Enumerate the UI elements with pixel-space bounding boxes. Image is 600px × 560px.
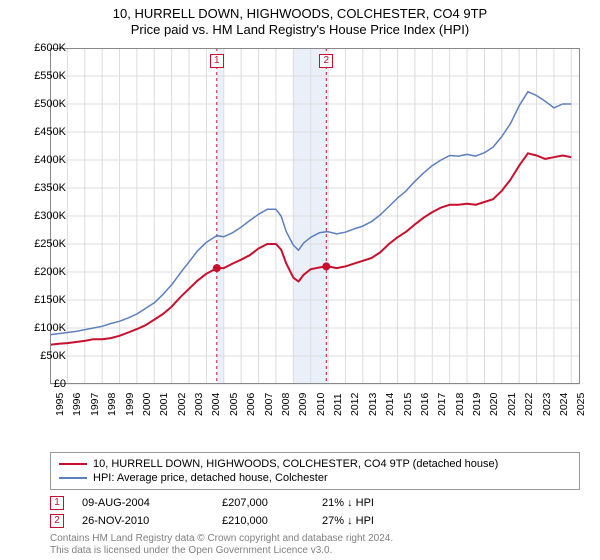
- x-tick-label: 2003: [193, 393, 205, 416]
- copyright-line2: This data is licensed under the Open Gov…: [50, 545, 580, 557]
- x-tick-label: 2004: [210, 393, 222, 416]
- y-tick-label: £400K: [34, 154, 66, 166]
- legend-swatch: [59, 477, 87, 479]
- x-tick-label: 2024: [558, 393, 570, 416]
- transaction-list: 1 09-AUG-2004£207,00021% ↓ HPI 2 26-NOV-201…: [50, 494, 580, 530]
- x-tick-label: 1995: [54, 393, 66, 416]
- transaction-hpi-delta: 21% ↓ HPI: [322, 497, 374, 509]
- x-tick-label: 2014: [384, 393, 396, 416]
- transaction-price: £210,000: [222, 515, 322, 527]
- x-tick-label: 2017: [436, 393, 448, 416]
- x-tick-label: 2012: [349, 393, 361, 416]
- y-tick-label: £0: [54, 378, 66, 390]
- title-block: 10, HURRELL DOWN, HIGHWOODS, COLCHESTER,…: [0, 0, 600, 39]
- x-tick-label: 2025: [575, 393, 587, 416]
- legend: 10, HURRELL DOWN, HIGHWOODS, COLCHESTER,…: [50, 452, 580, 490]
- line-chart: [50, 48, 580, 418]
- x-tick-label: 2007: [263, 393, 275, 416]
- y-tick-label: £250K: [34, 238, 66, 250]
- x-tick-label: 2016: [419, 393, 431, 416]
- legend-item: HPI: Average price, detached house, Colc…: [59, 471, 571, 485]
- x-tick-label: 2015: [402, 393, 414, 416]
- y-tick-label: £150K: [34, 294, 66, 306]
- x-tick-label: 2021: [506, 393, 518, 416]
- y-tick-label: £500K: [34, 98, 66, 110]
- transaction-hpi-delta: 27% ↓ HPI: [322, 515, 374, 527]
- event-marker: 1: [210, 54, 224, 68]
- title-address: 10, HURRELL DOWN, HIGHWOODS, COLCHESTER,…: [0, 6, 600, 22]
- x-tick-label: 2023: [541, 393, 553, 416]
- x-tick-label: 1999: [124, 393, 136, 416]
- transaction-marker: 2: [50, 514, 64, 528]
- y-tick-label: £50K: [40, 350, 66, 362]
- x-tick-label: 2005: [228, 393, 240, 416]
- transaction-row: 2 26-NOV-2010£210,00027% ↓ HPI: [50, 512, 580, 530]
- x-tick-label: 1998: [106, 393, 118, 416]
- copyright-line1: Contains HM Land Registry data © Crown c…: [50, 533, 580, 545]
- y-tick-label: £200K: [34, 266, 66, 278]
- x-tick-label: 2011: [332, 393, 344, 416]
- x-tick-label: 2002: [176, 393, 188, 416]
- y-tick-label: £100K: [34, 322, 66, 334]
- title-subtitle: Price paid vs. HM Land Registry's House …: [0, 22, 600, 38]
- legend-label: 10, HURRELL DOWN, HIGHWOODS, COLCHESTER,…: [93, 458, 498, 470]
- x-tick-label: 2001: [158, 393, 170, 416]
- y-tick-label: £550K: [34, 70, 66, 82]
- x-tick-label: 2000: [141, 393, 153, 416]
- x-tick-label: 2019: [471, 393, 483, 416]
- chart-area: [50, 48, 580, 418]
- event-marker: 2: [319, 54, 333, 68]
- legend-item: 10, HURRELL DOWN, HIGHWOODS, COLCHESTER,…: [59, 457, 571, 471]
- transaction-date: 09-AUG-2004: [82, 497, 222, 509]
- y-tick-label: £300K: [34, 210, 66, 222]
- x-tick-label: 2020: [488, 393, 500, 416]
- legend-label: HPI: Average price, detached house, Colc…: [93, 472, 328, 484]
- x-tick-label: 1996: [71, 393, 83, 416]
- x-tick-label: 1997: [89, 393, 101, 416]
- x-tick-label: 2006: [245, 393, 257, 416]
- legend-swatch: [59, 463, 87, 465]
- transaction-date: 26-NOV-2010: [82, 515, 222, 527]
- x-tick-label: 2010: [315, 393, 327, 416]
- y-tick-label: £450K: [34, 126, 66, 138]
- transaction-marker: 1: [50, 496, 64, 510]
- y-tick-label: £350K: [34, 182, 66, 194]
- transaction-price: £207,000: [222, 497, 322, 509]
- y-tick-label: £600K: [34, 42, 66, 54]
- x-tick-label: 2008: [280, 393, 292, 416]
- x-tick-label: 2022: [523, 393, 535, 416]
- transaction-row: 1 09-AUG-2004£207,00021% ↓ HPI: [50, 494, 580, 512]
- x-tick-label: 2018: [454, 393, 466, 416]
- x-tick-label: 2009: [297, 393, 309, 416]
- copyright-notice: Contains HM Land Registry data © Crown c…: [50, 533, 580, 556]
- x-tick-label: 2013: [367, 393, 379, 416]
- chart-container: 10, HURRELL DOWN, HIGHWOODS, COLCHESTER,…: [0, 0, 600, 560]
